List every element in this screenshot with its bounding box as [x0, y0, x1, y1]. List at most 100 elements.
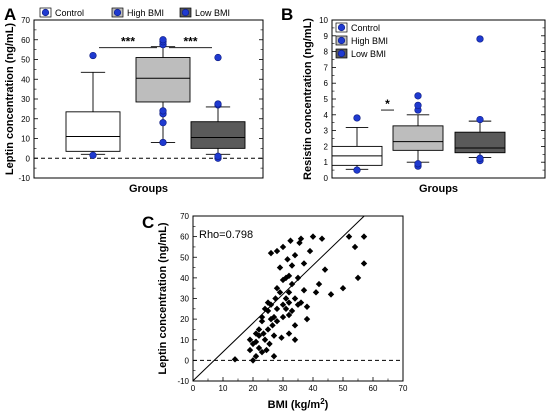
panel-c-x-label-sup: 2 — [320, 397, 325, 406]
x-tick-label: 40 — [309, 384, 318, 393]
data-point — [273, 247, 281, 255]
data-point — [300, 287, 308, 294]
data-point — [288, 307, 296, 315]
data-point — [258, 348, 266, 356]
outlier-point — [476, 115, 484, 124]
data-point — [288, 262, 296, 269]
legend-marker — [41, 8, 50, 17]
y-tick-label: 40 — [180, 274, 189, 283]
legend-label: Control — [55, 8, 84, 18]
box-group-control — [331, 114, 383, 174]
legend-marker — [337, 36, 346, 45]
data-point — [303, 315, 311, 323]
x-tick-label: 50 — [339, 384, 348, 393]
legend-item-high-bmi: High BMI — [335, 35, 388, 46]
panel-b-y-axis-label: Resistin concentration (ng/mL) — [302, 18, 314, 180]
y-tick-label: 4 — [324, 111, 329, 120]
panel-a-chart: A Control High BMI Low BMI -10 0 10 20 30 40 50 6… — [4, 5, 264, 195]
legend-marker — [113, 8, 122, 17]
significance-label: * — [385, 97, 390, 111]
panel-b-letter: B — [281, 5, 293, 24]
box-group-high-bmi — [135, 36, 191, 147]
data-point — [279, 301, 287, 308]
data-point — [303, 303, 311, 310]
data-point — [255, 332, 263, 339]
x-tick-label: 30 — [279, 384, 288, 393]
data-point — [246, 346, 254, 354]
data-point — [285, 289, 293, 296]
panel-a-boxes — [65, 36, 246, 162]
data-point — [252, 353, 260, 360]
x-tick-label: 60 — [369, 384, 378, 393]
y-tick-label: 0 — [26, 154, 31, 163]
box — [135, 57, 191, 103]
significance-label: *** — [121, 35, 135, 49]
data-point — [360, 233, 368, 240]
outlier-point — [353, 166, 361, 174]
box — [392, 125, 444, 151]
panel-a-letter: A — [4, 5, 16, 24]
data-point — [318, 235, 326, 242]
outlier-point — [89, 51, 97, 60]
y-tick-label: 20 — [180, 315, 189, 324]
panel-a-x-axis-label: Groups — [129, 183, 168, 195]
data-point — [267, 249, 275, 257]
data-point — [291, 251, 299, 259]
data-point — [273, 317, 281, 325]
outlier-point — [89, 151, 97, 159]
data-point — [263, 346, 270, 354]
y-tick-label: 60 — [21, 36, 30, 45]
data-point — [285, 299, 293, 306]
panel-a-significance: *** *** — [99, 35, 212, 49]
data-point — [282, 295, 290, 302]
outlier-point — [414, 160, 422, 168]
data-point — [282, 305, 290, 313]
data-point — [285, 272, 293, 280]
data-point — [276, 264, 284, 271]
data-point — [255, 326, 263, 333]
panel-c-x-label-main: BMI (kg/m — [268, 399, 321, 411]
data-point — [264, 326, 272, 333]
legend-item-low-bmi: Low BMI — [335, 48, 386, 59]
data-point — [260, 330, 267, 337]
data-point — [273, 284, 281, 292]
legend-item-low-bmi: Low BMI — [179, 7, 230, 18]
data-point — [284, 256, 291, 263]
legend-marker — [337, 23, 346, 32]
data-point — [246, 336, 254, 343]
y-tick-label: 10 — [21, 135, 30, 144]
data-point — [285, 330, 293, 337]
data-point — [327, 291, 335, 298]
data-point — [360, 260, 368, 267]
y-tick-label: 50 — [180, 253, 189, 262]
data-point — [269, 322, 276, 329]
y-tick-label: 0 — [185, 356, 190, 365]
legend-label: High BMI — [351, 36, 388, 46]
y-tick-label: 70 — [180, 212, 189, 221]
legend-item-control: Control — [39, 7, 84, 18]
data-point — [270, 313, 278, 321]
outlier-point — [476, 154, 484, 162]
data-point — [297, 235, 305, 242]
y-tick-label: 9 — [324, 32, 329, 41]
y-tick-label: 30 — [180, 295, 189, 304]
data-point — [300, 260, 308, 267]
data-point — [279, 243, 287, 251]
data-point — [255, 344, 263, 352]
panel-a-legend: Control High BMI Low BMI — [39, 7, 230, 18]
data-point — [291, 295, 299, 302]
y-tick-label: 40 — [21, 75, 30, 84]
y-tick-label: -10 — [177, 377, 189, 386]
panel-c-points — [231, 233, 368, 364]
data-point — [272, 295, 279, 302]
y-tick-label: 60 — [180, 233, 189, 242]
box-group-high-bmi — [392, 92, 444, 170]
legend-marker — [181, 8, 190, 17]
data-point — [291, 322, 299, 329]
data-point — [273, 305, 281, 313]
box — [65, 111, 121, 152]
outlier-point — [214, 53, 222, 62]
panel-b-boxes — [331, 35, 506, 174]
